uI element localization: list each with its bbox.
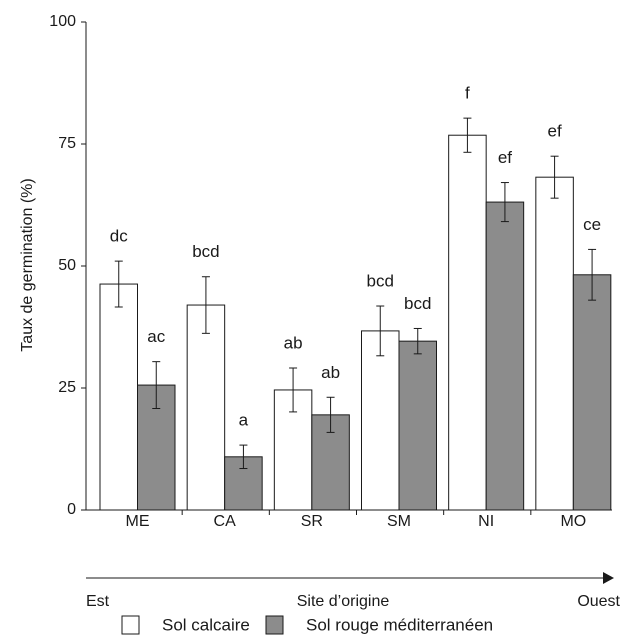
significance-letter: bcd (367, 272, 394, 291)
bar (99, 283, 138, 511)
significance-letter: dc (110, 227, 128, 246)
y-tick-label: 50 (58, 257, 76, 274)
error-bar (463, 117, 472, 153)
significance-letter: ef (547, 122, 561, 141)
y-axis-label: Taux de germination (%) (19, 178, 36, 351)
error-bar (152, 361, 161, 409)
significance-letter: ab (321, 363, 340, 382)
error-bar (289, 367, 298, 413)
bar (572, 274, 612, 511)
arrow-end-label: Ouest (577, 593, 620, 610)
error-bar (550, 155, 559, 199)
significance-letter: ac (147, 327, 165, 346)
significance-letter: bcd (404, 294, 431, 313)
error-bar (201, 276, 210, 334)
x-tick-label: ME (126, 513, 150, 530)
x-tick-label: NI (478, 513, 494, 530)
significance-letter: a (239, 411, 249, 430)
error-bar (500, 182, 509, 223)
bar (186, 304, 226, 511)
significance-letter: f (465, 84, 470, 103)
error-bar (588, 248, 597, 301)
y-tick-label: 75 (58, 135, 76, 152)
significance-letter: ab (284, 333, 303, 352)
legend-swatch (121, 615, 140, 635)
error-bar (326, 396, 335, 433)
significance-letter: ef (498, 148, 512, 167)
bar (535, 176, 574, 511)
significance-letter: bcd (192, 242, 219, 261)
bar (448, 134, 487, 511)
error-bar (376, 305, 385, 357)
legend-swatch (265, 615, 284, 635)
x-axis-label: Site d’origine (297, 593, 390, 610)
error-bar (114, 260, 123, 308)
arrow-head (603, 572, 614, 584)
y-tick-label: 0 (67, 501, 76, 518)
bar (361, 330, 400, 511)
legend-label: Sol rouge méditerranéen (306, 615, 493, 634)
y-tick-label: 100 (49, 13, 76, 30)
error-bar (239, 444, 248, 470)
legend-label: Sol calcaire (162, 615, 250, 634)
x-tick-label: MO (560, 513, 586, 530)
x-tick-label: CA (214, 513, 237, 530)
bar (398, 340, 437, 511)
error-bar (413, 327, 422, 355)
x-tick-label: SR (301, 513, 323, 530)
significance-letter: ce (583, 215, 601, 234)
y-tick-label: 25 (58, 379, 76, 396)
bar (485, 201, 525, 511)
arrow-start-label: Est (86, 593, 110, 610)
x-tick-label: SM (387, 513, 411, 530)
